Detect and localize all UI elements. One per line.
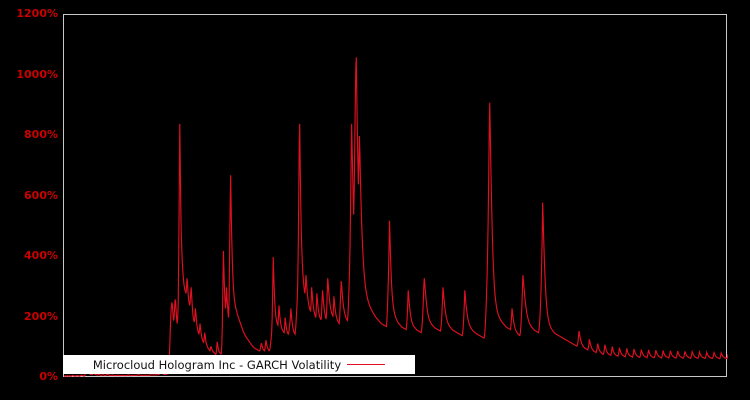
y-axis-tick-label: 1200% (16, 7, 58, 20)
y-axis-tick-label: 200% (24, 309, 58, 323)
y-axis: 0% 200% 400% 600% 800% 1000% 1200% (0, 0, 58, 400)
y-axis-tick-label: 600% (24, 188, 58, 202)
legend-line-swatch (347, 364, 386, 365)
y-axis-tick-label: 800% (24, 128, 58, 141)
y-axis-tick-label: 0% (39, 370, 58, 383)
series-line-garch-volatility (64, 57, 728, 377)
legend-label: Microcloud Hologram Inc - GARCH Volatili… (92, 357, 342, 372)
volatility-line-chart (64, 57, 728, 377)
plot-area (63, 14, 728, 377)
chart-legend[interactable]: Microcloud Hologram Inc - GARCH Volatili… (63, 355, 415, 374)
y-axis-tick-label: 1000% (16, 67, 58, 81)
y-axis-tick-label: 400% (24, 249, 58, 262)
